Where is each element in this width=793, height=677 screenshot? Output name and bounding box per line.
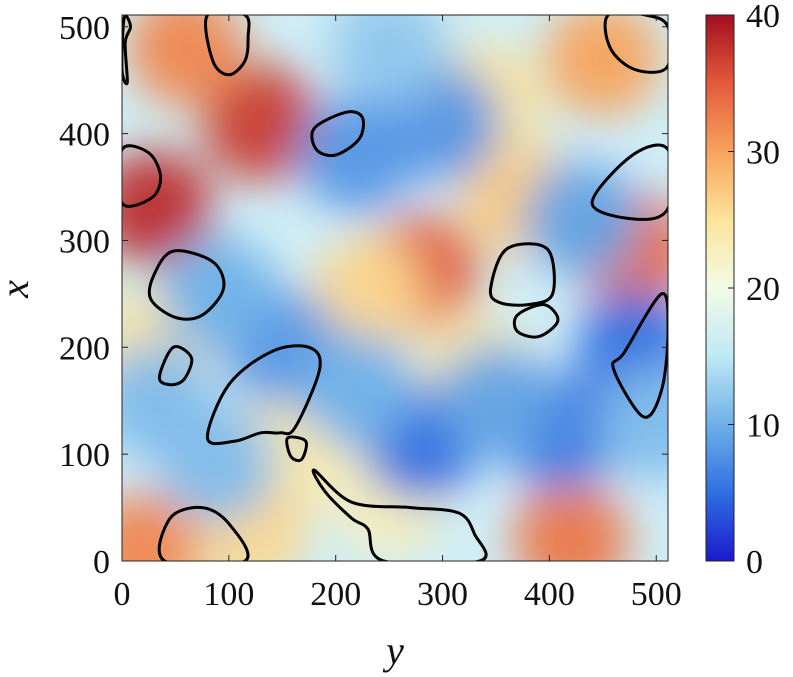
field-blob xyxy=(299,96,416,213)
contour-line xyxy=(311,468,488,561)
contour-line xyxy=(122,144,163,208)
contour-lines xyxy=(122,15,668,561)
colorbar-tick-label: 10 xyxy=(746,408,780,445)
contour-line xyxy=(611,292,668,419)
x-tick-label: 200 xyxy=(310,576,361,613)
x-tick-label: 400 xyxy=(524,576,575,613)
x-tick-label: 300 xyxy=(417,576,468,613)
contour-line xyxy=(488,242,556,307)
y-tick-label: 0 xyxy=(93,544,110,581)
y-axis-label: x xyxy=(0,280,37,299)
field-blob xyxy=(523,161,640,278)
field-blob xyxy=(122,150,213,267)
y-tick-label: 300 xyxy=(59,223,110,260)
contour-line xyxy=(205,344,322,446)
y-tick-label: 400 xyxy=(59,117,110,154)
field-blob xyxy=(331,15,448,107)
contour-line xyxy=(603,15,668,74)
scalar-field xyxy=(122,15,668,561)
colorbar-ticks: 0 10 20 30 40 xyxy=(728,0,780,581)
colorbar-tick-label: 0 xyxy=(746,544,763,581)
x-axis-ticks: 0 100 200 300 400 500 xyxy=(114,15,682,613)
contour-line xyxy=(157,505,250,561)
contour-line xyxy=(204,15,251,77)
contour-line xyxy=(590,143,668,221)
contour-line xyxy=(285,435,308,463)
colorbar-tick-label: 20 xyxy=(746,271,780,308)
y-tick-label: 200 xyxy=(59,330,110,367)
plot-frame xyxy=(121,14,669,562)
field-blob xyxy=(512,481,629,561)
colorbar-tick-label: 30 xyxy=(746,135,780,172)
x-axis-label: y xyxy=(382,628,404,673)
y-tick-label: 500 xyxy=(59,10,110,47)
field-blob xyxy=(160,406,277,523)
colorbar: 0 10 20 30 40 xyxy=(705,0,780,581)
y-axis-ticks: 0 100 200 300 400 500 xyxy=(59,10,668,581)
plot-area xyxy=(121,14,669,562)
contour-line xyxy=(512,303,560,339)
field-blob xyxy=(309,235,426,352)
contour-line xyxy=(122,15,132,86)
contour-line xyxy=(310,110,365,158)
field-blob xyxy=(437,342,554,459)
contour-line xyxy=(147,249,226,321)
field-blob xyxy=(544,15,661,117)
field-blob xyxy=(128,15,245,107)
contour-line xyxy=(157,345,194,387)
x-tick-label: 0 xyxy=(114,576,131,613)
field-blob xyxy=(299,332,416,449)
x-tick-label: 100 xyxy=(203,576,254,613)
field-blob xyxy=(598,364,668,481)
field-blob xyxy=(160,235,277,352)
x-tick-label: 500 xyxy=(631,576,682,613)
y-tick-label: 100 xyxy=(59,437,110,474)
field-blob xyxy=(202,64,319,181)
colorbar-tick-label: 40 xyxy=(746,0,780,35)
